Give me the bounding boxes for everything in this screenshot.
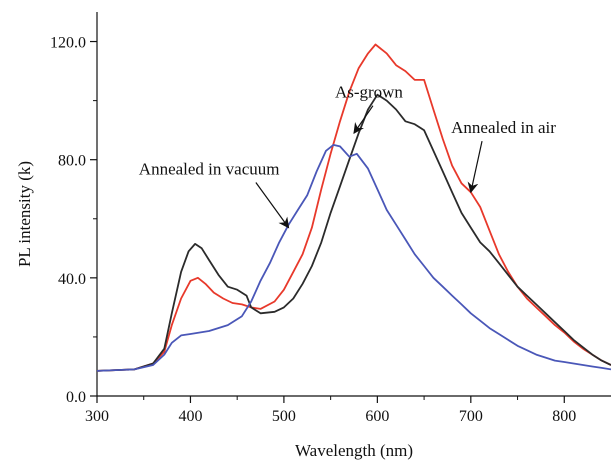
x-tick-label: 300 (85, 408, 109, 425)
x-tick-label: 700 (459, 408, 483, 425)
y-axis-label: PL intensity (k) (15, 161, 34, 267)
annotation-label: As-grown (335, 83, 403, 102)
plot-frame (96, 12, 611, 397)
tick-layer: 300 400 500 600 700 800 0.0 40.0 80.0 120.0 (50, 35, 576, 425)
series-layer (96, 43, 611, 372)
annotation-arrow (467, 140, 483, 194)
series-line-0 (96, 43, 611, 372)
x-tick-label: 600 (365, 408, 389, 425)
y-tick-label: 40.0 (58, 271, 86, 288)
y-tick-label: 120.0 (50, 35, 86, 52)
annotation-label: Annealed in vacuum (139, 159, 280, 178)
x-tick-label: 800 (552, 408, 576, 425)
annotation-arrow (353, 105, 374, 134)
series-line-2 (96, 144, 611, 372)
annotation-layer: As-grown Annealed in air Annealed in vacuu… (139, 83, 556, 229)
x-tick-label: 400 (178, 408, 202, 425)
x-tick-label: 500 (272, 408, 296, 425)
annotation-label: Annealed in air (451, 118, 556, 137)
series-line-1 (96, 93, 611, 372)
y-tick-label: 0.0 (66, 389, 86, 406)
annotation-arrow (255, 182, 290, 229)
x-axis-label: Wavelength (nm) (295, 441, 413, 460)
y-tick-label: 80.0 (58, 153, 86, 170)
